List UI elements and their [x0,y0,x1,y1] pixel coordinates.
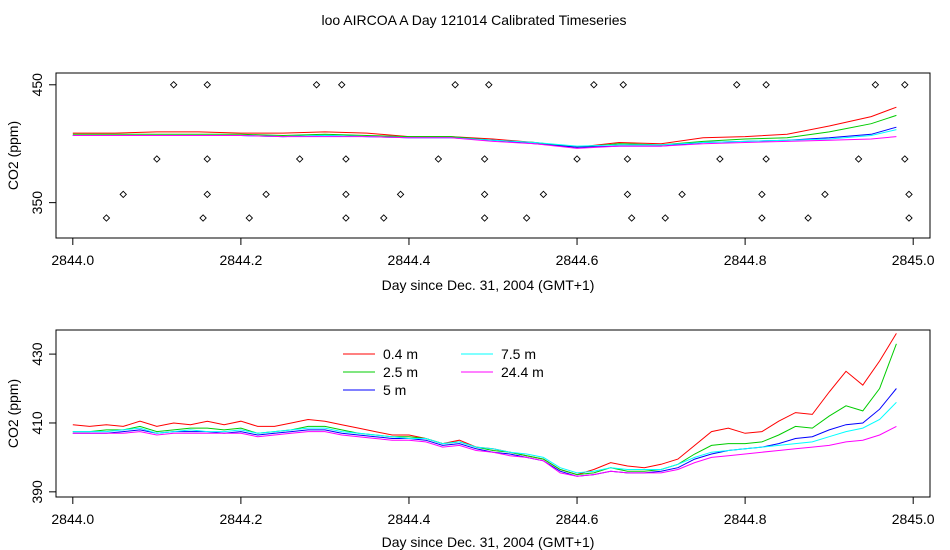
x-axis-label: Day since Dec. 31, 2004 (GMT+1) [382,277,595,293]
legend-entry: 7.5 m [501,346,536,362]
scatter-point [480,190,489,199]
scatter-point [199,214,207,222]
scatter-point [762,81,770,89]
scatter-point [821,190,829,199]
scatter-point [337,81,346,89]
scatter-point [758,214,766,222]
x-tick-label: 2845.0 [892,511,935,527]
plot-frame-1 [55,329,931,498]
scatter-point [480,155,489,163]
x-tick-label: 2844.0 [51,252,94,268]
x-tick-label: 2844.6 [556,252,599,268]
x-tick-label: 2844.2 [219,511,262,527]
x-tick-label: 2844.4 [388,252,431,268]
scatter-point [342,155,350,163]
x-tick-label: 2844.6 [556,511,599,527]
legend-entry: 0.4 m [383,346,418,362]
series-line-24-4-m [72,135,897,149]
scatter-point [901,81,909,89]
y-tick-label: 350 [29,191,45,215]
scatter-point [590,81,598,89]
x-tick-label: 2844.8 [724,511,767,527]
scatter-point [623,155,632,163]
scatter-point [485,81,493,89]
series-line-0-4-m [72,333,897,476]
panel-bottom: 2844.0 2844.2 2844.4 2844.6 2844.8 2845.0 390 4… [5,329,935,550]
series-line-24-4-m [72,425,897,477]
scatter-point [619,81,628,89]
scatter-point [480,214,489,222]
y-axis-label: CO2 (ppm) [5,121,21,190]
series-line-7-5-m [72,401,897,474]
scatter-point [539,190,548,199]
scatter-point [573,155,581,163]
scatter-point [661,214,670,222]
legend-entry: 5 m [383,382,406,398]
scatter-point [804,214,812,222]
scatter-point [295,155,304,163]
scatter-point [203,155,212,163]
x-tick-label: 2844.8 [724,252,767,268]
scatter-point [678,190,686,199]
scatter-point [901,155,909,163]
scatter-point [245,214,254,222]
scatter-point [262,190,270,199]
scatter-point [203,81,212,89]
scatter-point [627,214,636,222]
scatter-point [451,81,459,89]
x-axis-label: Day since Dec. 31, 2004 (GMT+1) [382,534,595,550]
plot-frame-0 [55,72,931,239]
scatter-point [153,155,161,163]
figure-title: loo AIRCOA A Day 121014 Calibrated Times… [321,12,626,28]
legend-entry: 2.5 m [383,364,418,380]
scatter-point [434,155,443,163]
y-tick-label: 430 [29,342,45,366]
scatter-point [905,214,913,222]
scatter-point [762,155,770,163]
scatter-point [380,214,388,222]
x-tick-label: 2844.0 [51,511,94,527]
y-axis-label: CO2 (ppm) [5,379,21,448]
scatter-point [342,190,350,199]
scatter-point [203,190,212,199]
panel-top: 2844.0 2844.2 2844.4 2844.6 2844.8 2845.0 350 4… [5,72,935,293]
scatter-point [716,155,724,163]
scatter-point [871,81,880,89]
x-tick-label: 2845.0 [892,252,935,268]
scatter-point [396,190,405,199]
series-line-2-5-m [72,343,897,476]
y-tick-label: 390 [29,480,45,504]
scatter-point [854,155,863,163]
scatter-point [169,81,178,89]
scatter-point [732,81,741,89]
series-line-5-m [72,126,897,148]
y-tick-label: 410 [29,411,45,435]
scatter-point [905,190,913,199]
scatter-point [119,190,127,199]
scatter-point [102,214,111,222]
y-tick-label: 450 [29,73,45,97]
series-line-5-m [72,388,897,477]
x-tick-label: 2844.4 [388,511,431,527]
scatter-point [312,81,321,89]
scatter-point [522,214,531,222]
scatter-point [623,190,632,199]
legend-entry: 24.4 m [501,364,544,380]
scatter-point [758,190,766,199]
x-tick-label: 2844.2 [219,252,262,268]
series-line-2-5-m [72,114,897,148]
scatter-point [342,214,350,222]
series-line-0-4-m [72,106,897,148]
